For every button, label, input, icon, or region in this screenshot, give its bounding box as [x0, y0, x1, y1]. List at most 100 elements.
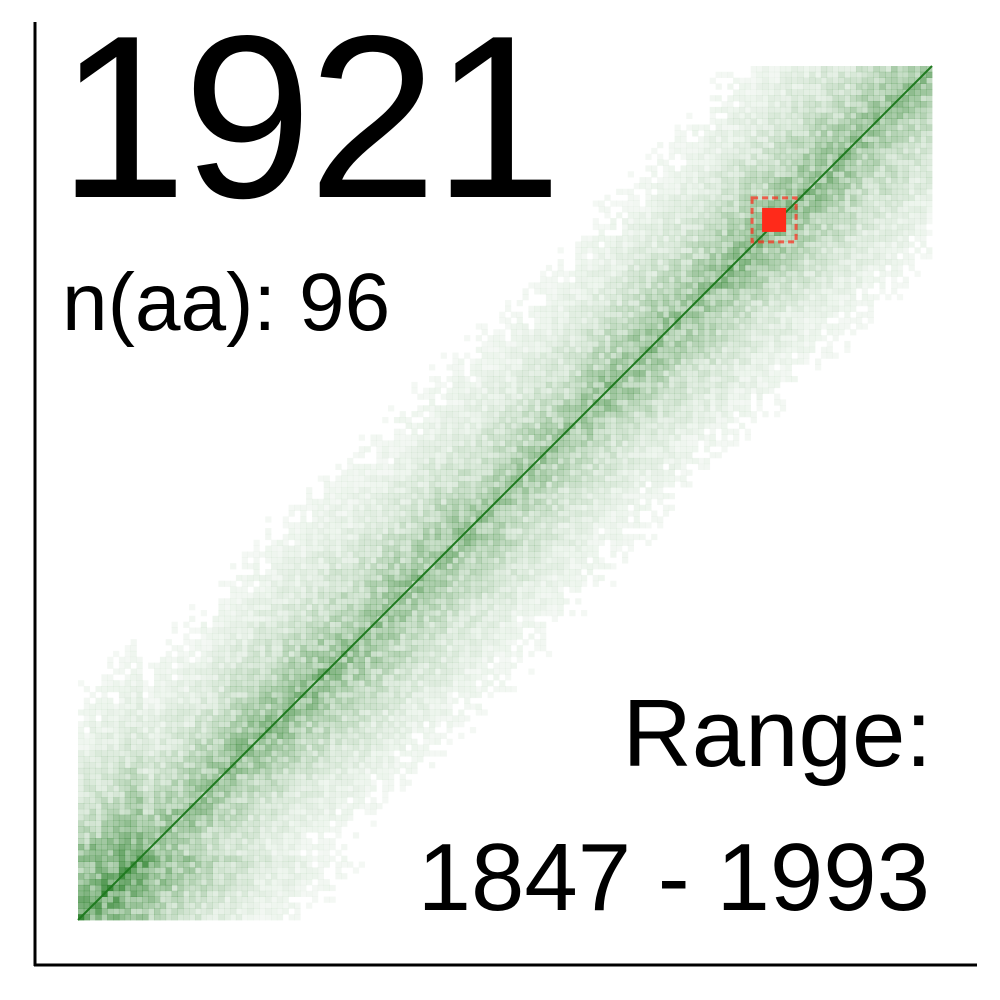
heatmap-cell	[481, 680, 488, 687]
heatmap-cell	[575, 504, 582, 511]
heatmap-cell	[528, 539, 535, 546]
heatmap-cell	[329, 574, 336, 582]
heatmap-cell	[382, 686, 389, 693]
heatmap-cell	[452, 680, 459, 687]
heatmap-cell	[323, 686, 330, 693]
heatmap-cell	[271, 680, 278, 687]
heatmap-cell	[253, 896, 260, 903]
heatmap-cell	[399, 487, 406, 494]
heatmap-cell	[323, 879, 330, 886]
heatmap-cell	[124, 826, 131, 833]
heatmap-cell	[253, 604, 260, 611]
heatmap-cell	[288, 528, 295, 535]
heatmap-cell	[95, 721, 102, 728]
heatmap-cell	[569, 522, 576, 529]
heatmap-cell	[411, 721, 418, 728]
heatmap-cell	[259, 820, 266, 827]
heatmap-cell	[347, 457, 354, 465]
heatmap-cell	[551, 305, 558, 312]
heatmap-cell	[159, 767, 167, 775]
heatmap-cell	[347, 656, 354, 663]
heatmap-cell	[101, 814, 108, 821]
heatmap-cell	[429, 452, 436, 459]
heatmap-cell	[317, 791, 324, 798]
heatmap-cell	[253, 598, 260, 605]
heatmap-cell	[159, 808, 167, 816]
heatmap-cell	[124, 680, 131, 687]
heatmap-cell	[212, 750, 219, 757]
heatmap-cell	[183, 896, 190, 903]
heatmap-cell	[516, 411, 523, 418]
heatmap-cell	[551, 346, 558, 353]
heatmap-cell	[440, 411, 447, 418]
heatmap-cell	[364, 598, 371, 605]
heatmap-cell	[522, 340, 529, 348]
heatmap-cell	[352, 621, 360, 628]
heatmap-cell	[358, 797, 365, 804]
heatmap-cell	[189, 867, 196, 874]
heatmap-cell	[510, 627, 517, 634]
heatmap-cell	[487, 381, 494, 389]
heatmap-cell	[352, 744, 360, 751]
heatmap-cell	[358, 446, 365, 453]
heatmap-cell	[118, 779, 126, 786]
heatmap-cell	[159, 680, 167, 687]
heatmap-cell	[89, 803, 96, 810]
heatmap-cell	[317, 867, 324, 874]
heatmap-cell	[235, 615, 243, 622]
heatmap-cell	[475, 668, 482, 675]
heatmap-cell	[271, 563, 278, 570]
heatmap-cell	[575, 457, 582, 465]
heatmap-cell	[440, 662, 447, 669]
heatmap-cell	[393, 732, 401, 739]
heatmap-cell	[218, 610, 225, 617]
heatmap-cell	[253, 709, 260, 716]
heatmap-cell	[534, 428, 541, 435]
heatmap-cell	[393, 668, 401, 675]
heatmap-cell	[136, 744, 143, 751]
heatmap-cell	[95, 686, 102, 693]
heatmap-cell	[352, 797, 360, 804]
heatmap-cell	[136, 890, 143, 897]
heatmap-cell	[101, 756, 108, 763]
heatmap-cell	[528, 633, 535, 640]
heatmap-cell	[130, 744, 137, 751]
heatmap-cell	[405, 674, 412, 681]
heatmap-cell	[557, 381, 564, 389]
heatmap-cell	[206, 627, 213, 634]
heatmap-cell	[224, 598, 231, 605]
heatmap-cell	[575, 358, 582, 365]
heatmap-cell	[405, 493, 412, 500]
heatmap-cell	[581, 340, 588, 348]
heatmap-cell	[364, 750, 371, 757]
heatmap-cell	[417, 411, 424, 418]
heatmap-cell	[282, 884, 289, 892]
heatmap-cell	[393, 762, 401, 769]
heatmap-cell	[148, 715, 155, 722]
heatmap-cell	[241, 767, 248, 775]
heatmap-cell	[434, 750, 441, 757]
heatmap-cell	[124, 797, 131, 804]
heatmap-cell	[545, 428, 553, 435]
heatmap-cell	[271, 539, 278, 546]
heatmap-cell	[569, 510, 576, 517]
heatmap-cell	[440, 393, 447, 400]
heatmap-cell	[487, 469, 494, 476]
heatmap-cell	[399, 411, 406, 418]
heatmap-cell	[411, 598, 418, 605]
heatmap-cell	[452, 399, 459, 406]
heatmap-cell	[464, 592, 471, 599]
heatmap-cell	[276, 680, 284, 687]
heatmap-cell	[300, 504, 307, 511]
heatmap-cell	[540, 475, 547, 482]
heatmap-cell	[142, 814, 149, 821]
heatmap-cell	[224, 844, 231, 851]
heatmap-cell	[563, 323, 570, 330]
heatmap-cell	[78, 727, 85, 734]
heatmap-cell	[563, 522, 570, 529]
heatmap-cell	[335, 580, 342, 587]
heatmap-cell	[464, 376, 471, 383]
heatmap-cell	[499, 452, 506, 459]
heatmap-cell	[154, 715, 161, 722]
heatmap-cell	[323, 569, 330, 576]
